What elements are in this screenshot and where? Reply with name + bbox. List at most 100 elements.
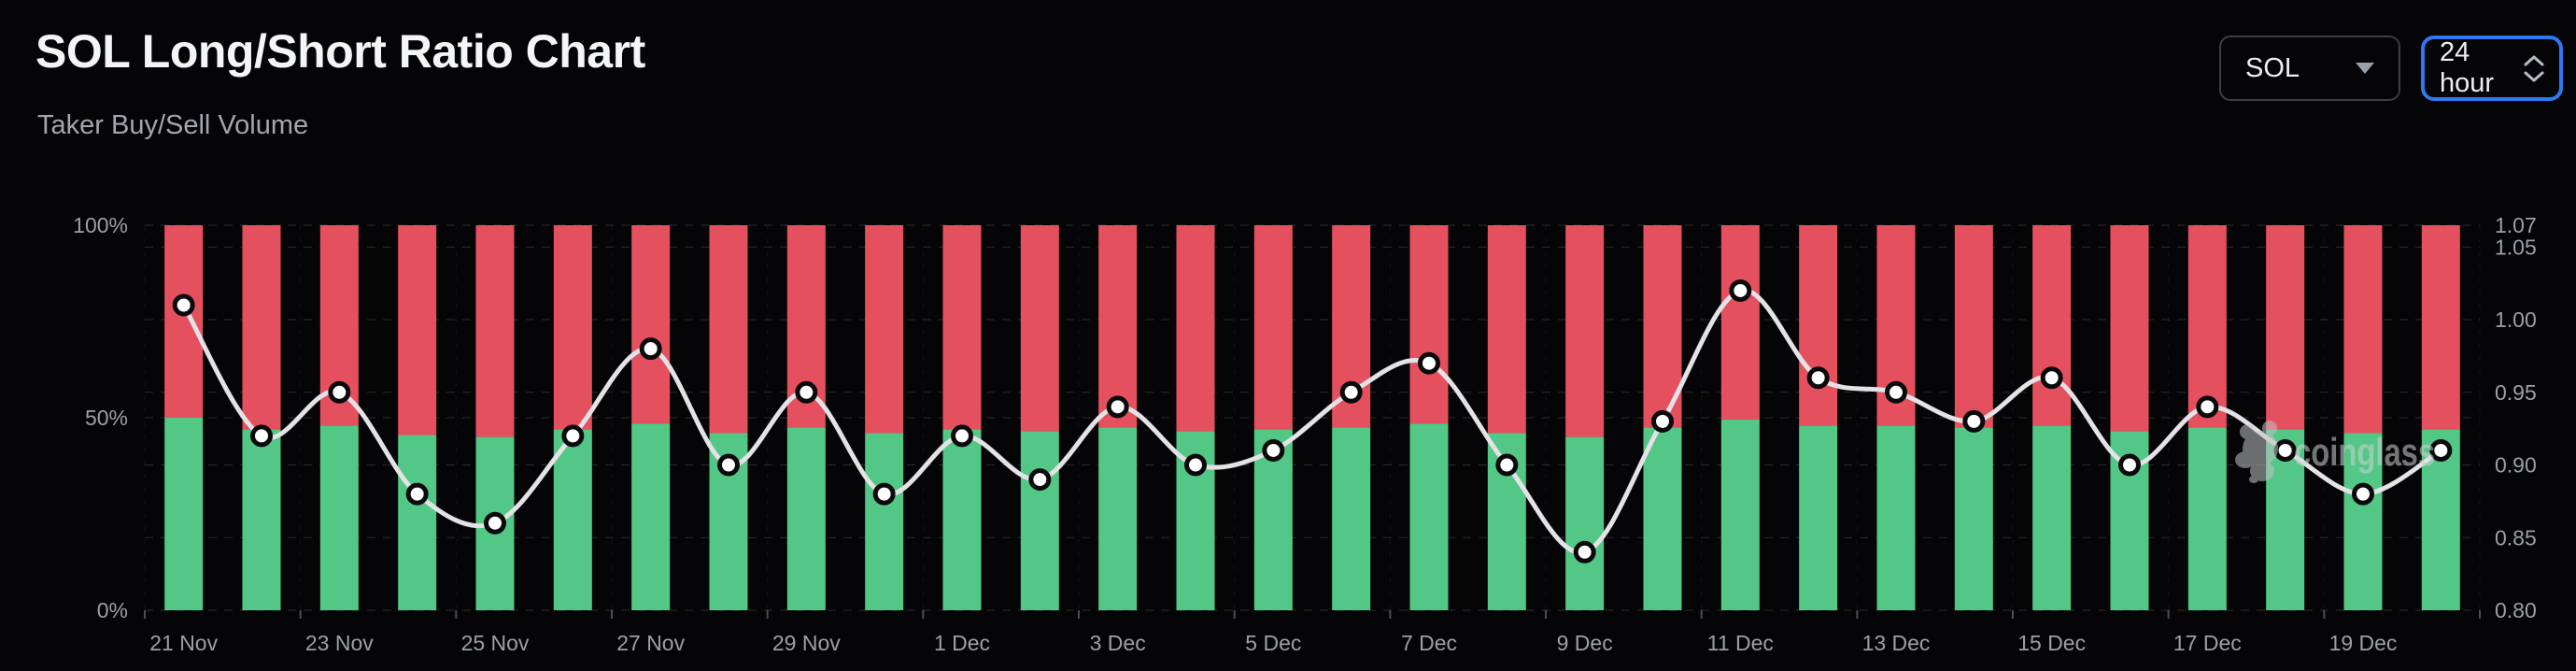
- ratio-marker[interactable]: [872, 482, 896, 506]
- ratio-marker[interactable]: [2429, 438, 2453, 462]
- y-axis-label-right: 0.85: [2495, 525, 2537, 550]
- ratio-marker[interactable]: [2196, 395, 2219, 419]
- interval-select[interactable]: 24 hour: [2421, 36, 2563, 101]
- y-axis-label-left: 50%: [85, 406, 128, 430]
- bar-short[interactable]: [709, 225, 748, 434]
- bar-short[interactable]: [2187, 225, 2227, 428]
- x-axis-label: 21 Nov: [149, 631, 218, 655]
- bar-long[interactable]: [1098, 427, 1138, 610]
- symbol-select[interactable]: SOL: [2219, 36, 2400, 101]
- ratio-marker[interactable]: [1106, 395, 1129, 419]
- bar-short[interactable]: [1565, 225, 1605, 437]
- y-axis-label-left: 0%: [97, 598, 128, 622]
- bar-long[interactable]: [398, 435, 437, 610]
- bar-long[interactable]: [1643, 427, 1682, 610]
- bar-long[interactable]: [942, 429, 982, 610]
- bar-long[interactable]: [164, 418, 204, 610]
- bar-short[interactable]: [2343, 225, 2383, 434]
- bar-short[interactable]: [2032, 225, 2072, 426]
- ratio-marker[interactable]: [1028, 468, 1052, 492]
- x-axis-label: 3 Dec: [1090, 631, 1146, 655]
- ratio-marker[interactable]: [639, 337, 662, 361]
- bar-long[interactable]: [1876, 425, 1916, 610]
- bar-short[interactable]: [2110, 225, 2149, 432]
- page-title: SOL Long/Short Ratio Chart: [35, 25, 645, 78]
- ratio-marker[interactable]: [172, 293, 195, 317]
- bar-long[interactable]: [865, 433, 904, 610]
- y-axis-label-left: 100%: [73, 213, 128, 237]
- bar-short[interactable]: [2266, 225, 2305, 430]
- bar-short[interactable]: [1253, 225, 1293, 430]
- bar-short[interactable]: [1020, 225, 1059, 432]
- bar-short[interactable]: [942, 225, 982, 430]
- x-axis-label: 13 Dec: [1862, 631, 1931, 655]
- ratio-marker[interactable]: [1806, 366, 1830, 390]
- ratio-marker[interactable]: [1418, 351, 1440, 375]
- ratio-marker[interactable]: [951, 424, 973, 448]
- ratio-marker[interactable]: [405, 482, 429, 506]
- ratio-marker[interactable]: [2040, 366, 2063, 390]
- ratio-marker[interactable]: [484, 511, 506, 535]
- ratio-marker[interactable]: [1885, 380, 1907, 404]
- interval-select-value: 24 hour: [2440, 37, 2495, 98]
- bar-short[interactable]: [475, 225, 515, 437]
- bar-short[interactable]: [398, 225, 437, 435]
- ratio-marker[interactable]: [328, 380, 351, 404]
- bar-short[interactable]: [1409, 225, 1449, 424]
- bar-long[interactable]: [631, 423, 671, 610]
- bar-long[interactable]: [242, 429, 281, 610]
- bar-long[interactable]: [319, 425, 359, 610]
- x-axis-label: 5 Dec: [1245, 631, 1301, 655]
- bar-long[interactable]: [2343, 433, 2383, 610]
- ratio-marker[interactable]: [1651, 409, 1674, 433]
- ratio-marker[interactable]: [795, 380, 818, 404]
- bar-long[interactable]: [1332, 427, 1371, 610]
- plot-area[interactable]: [145, 225, 2480, 610]
- bar-long[interactable]: [786, 427, 826, 610]
- bar-long[interactable]: [553, 429, 592, 610]
- bar-short[interactable]: [631, 225, 671, 424]
- chevron-up-down-icon: [2524, 55, 2544, 82]
- bar-long[interactable]: [1954, 427, 1993, 610]
- bar-short[interactable]: [553, 225, 592, 430]
- bar-short[interactable]: [1176, 225, 1215, 432]
- ratio-marker[interactable]: [1729, 278, 1752, 302]
- x-axis-label: 17 Dec: [2173, 631, 2242, 655]
- y-axis-label-right: 1.07: [2495, 213, 2537, 237]
- ratio-marker[interactable]: [1339, 380, 1363, 404]
- x-axis-label: 19 Dec: [2329, 631, 2398, 655]
- bar-long[interactable]: [1720, 420, 1760, 610]
- ratio-marker[interactable]: [1962, 409, 1986, 433]
- bar-short[interactable]: [1799, 225, 1838, 426]
- bar-short[interactable]: [865, 225, 904, 434]
- bar-long[interactable]: [1020, 431, 1059, 610]
- bar-short[interactable]: [1098, 225, 1138, 428]
- x-axis-label: 11 Dec: [1707, 631, 1774, 655]
- bar-short[interactable]: [1720, 225, 1760, 421]
- bar-long[interactable]: [1799, 425, 1838, 610]
- bar-long[interactable]: [2032, 425, 2072, 610]
- x-axis-label: 23 Nov: [305, 631, 374, 655]
- bar-short[interactable]: [164, 225, 204, 418]
- ratio-marker[interactable]: [2352, 482, 2374, 506]
- y-axis-label-right: 1.00: [2495, 307, 2537, 332]
- bar-long[interactable]: [1409, 423, 1449, 610]
- y-axis-label-right: 1.05: [2495, 235, 2537, 259]
- bar-long[interactable]: [2187, 427, 2227, 610]
- bar-short[interactable]: [2421, 225, 2460, 430]
- ratio-marker[interactable]: [561, 424, 585, 448]
- bar-short[interactable]: [1487, 225, 1526, 434]
- ratio-marker[interactable]: [250, 424, 273, 448]
- x-axis-label: 27 Nov: [616, 631, 685, 655]
- ratio-marker[interactable]: [717, 453, 740, 477]
- bar-long[interactable]: [1565, 436, 1605, 610]
- ratio-marker[interactable]: [1184, 453, 1207, 477]
- bar-short[interactable]: [242, 225, 281, 430]
- ratio-marker[interactable]: [1262, 438, 1285, 462]
- ratio-marker[interactable]: [1495, 453, 1519, 477]
- bar-short[interactable]: [1954, 225, 1993, 428]
- ratio-marker[interactable]: [2118, 453, 2141, 477]
- ratio-marker[interactable]: [1573, 540, 1596, 564]
